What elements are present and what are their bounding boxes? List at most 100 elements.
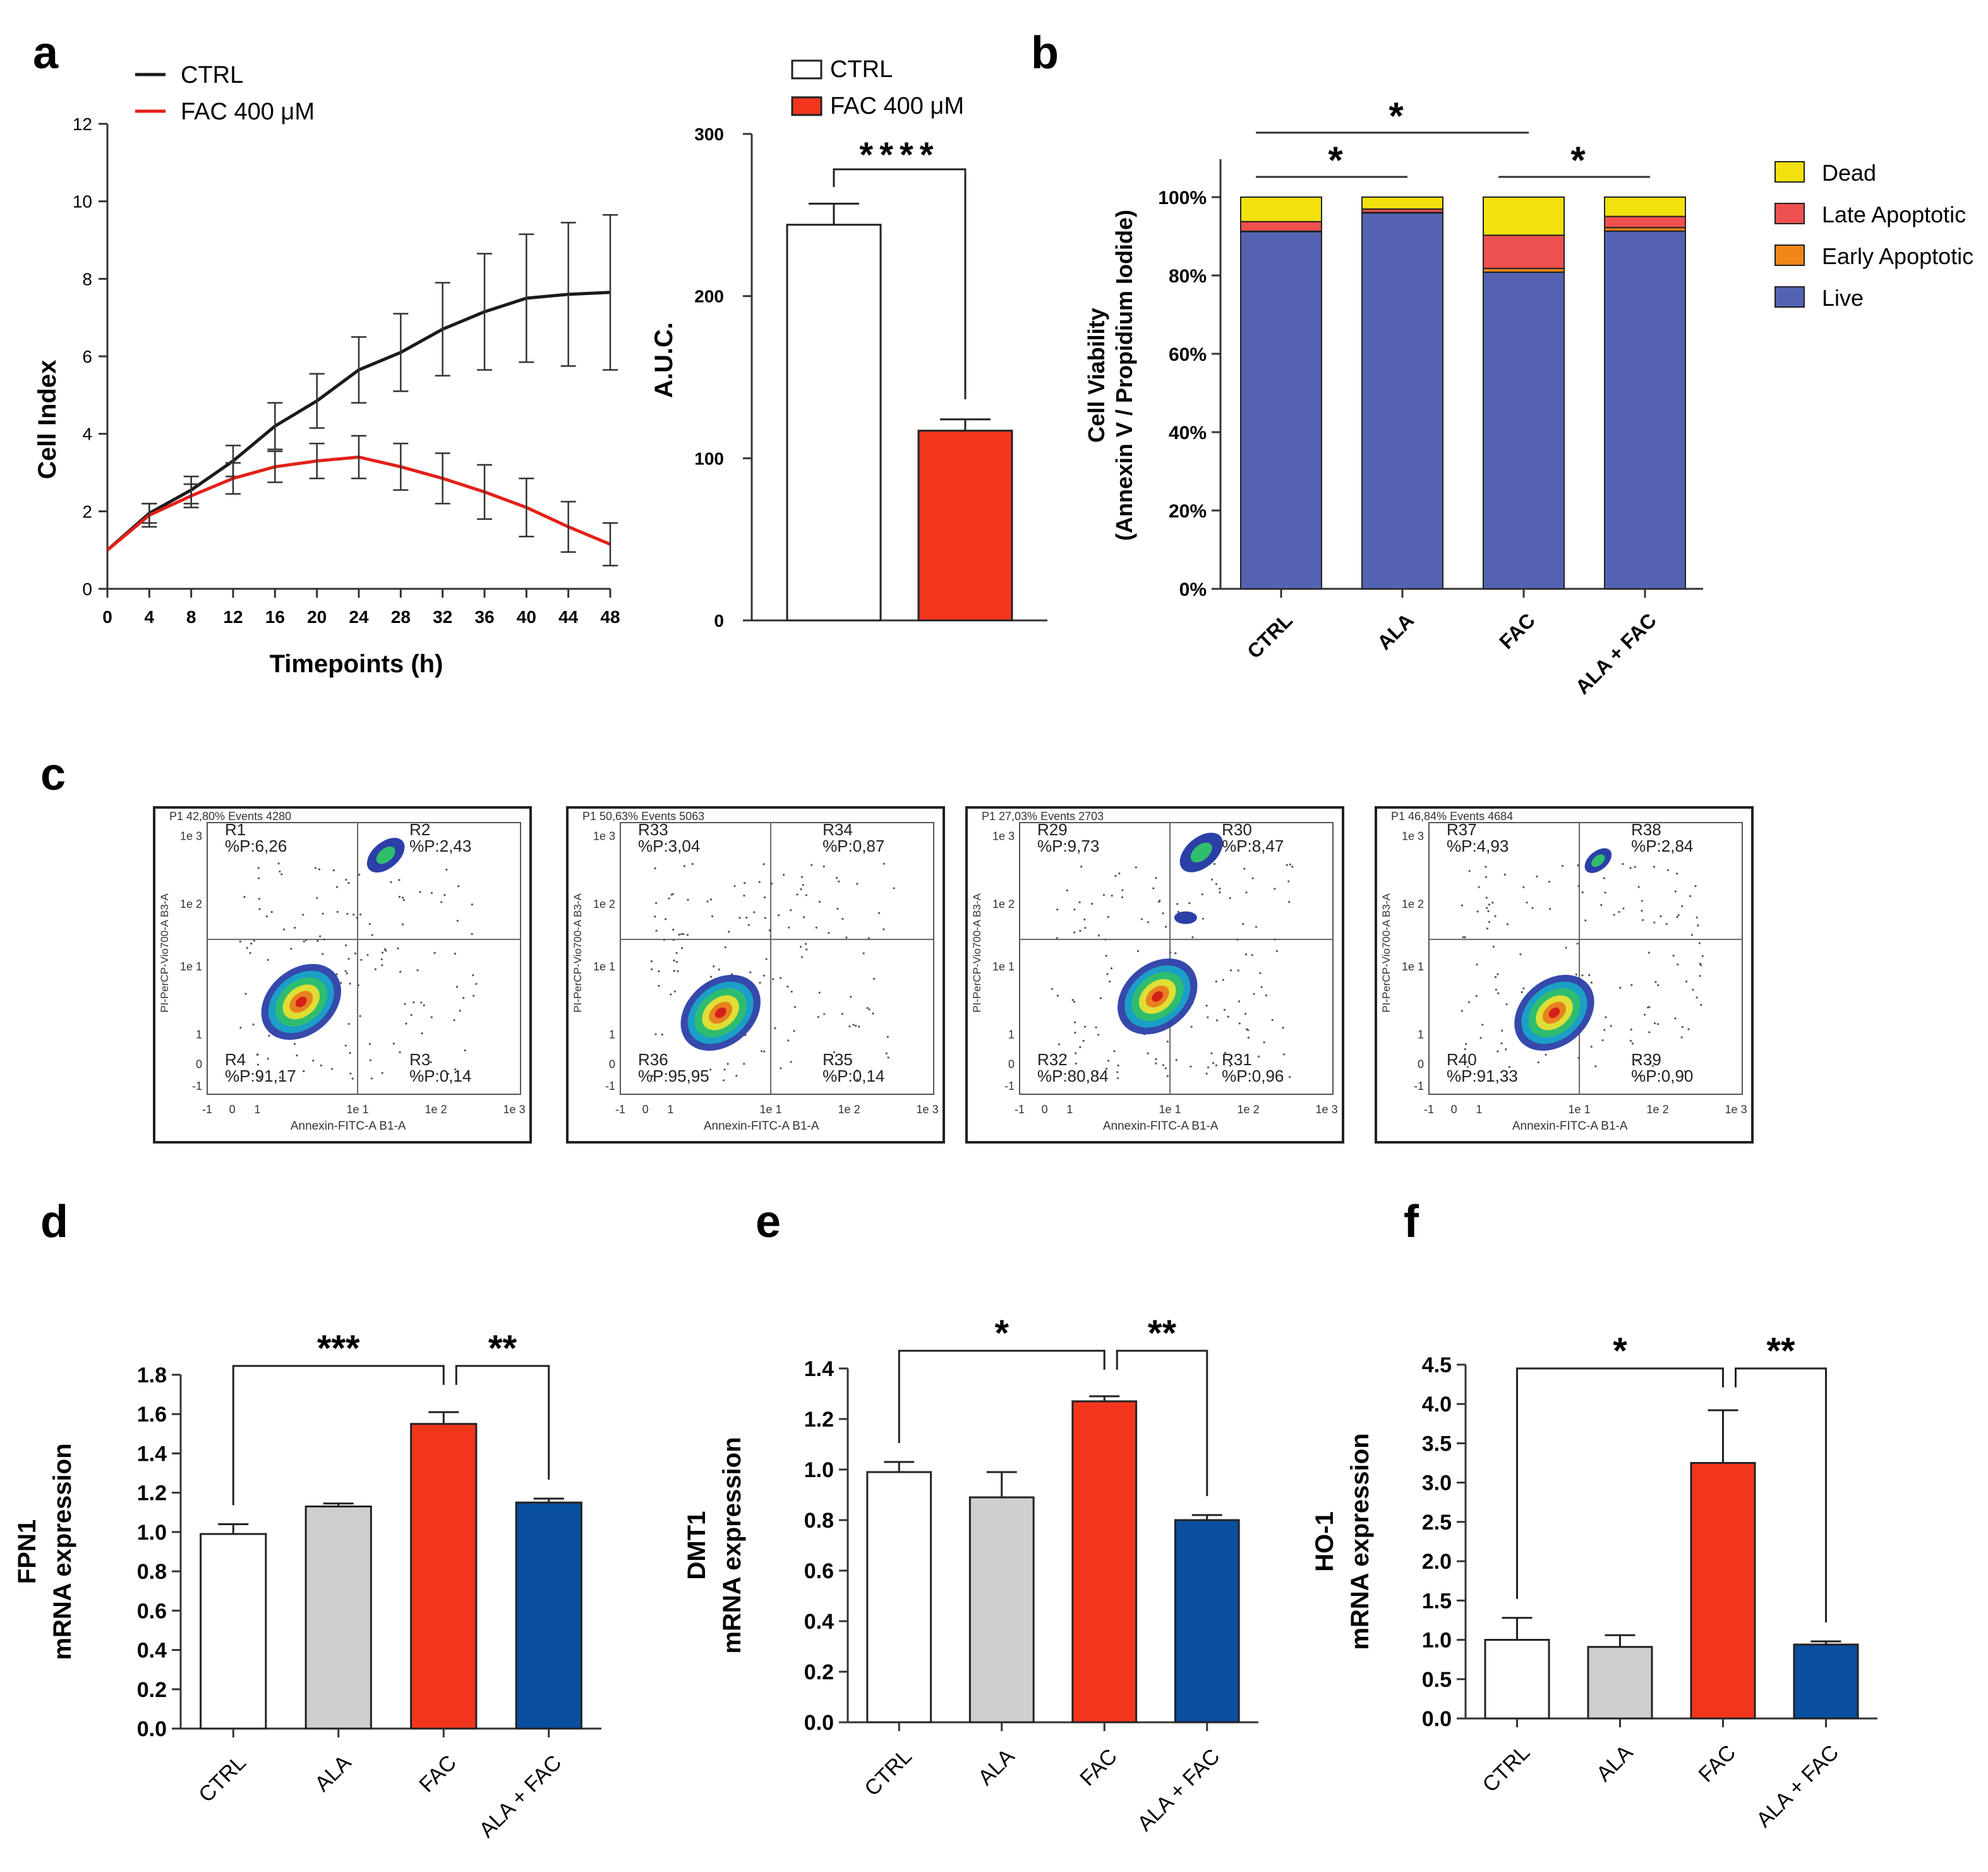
x-tick-label: 40 [517,607,536,627]
bar [304,1505,372,1730]
event-dot [1656,1023,1660,1025]
event-dot [1492,945,1495,948]
viability-stacked-bar-chart: 0% 20% 40% 60% 80% 100% Cell Viability (Annexin… [1083,95,1973,699]
y-axis-title: Cell Index [33,360,61,480]
event-dot [1497,973,1499,975]
bar-segment [1240,196,1322,222]
y-tick-label: 1 [1008,1028,1015,1041]
event-dot [850,996,852,998]
event-dot [743,895,745,897]
x-tick-label: ALA [310,1751,356,1797]
y-tick-label: -1 [1004,1080,1015,1092]
event-dot [280,873,283,876]
event-dot [801,956,804,958]
y-tick-label: 80% [1169,266,1207,287]
event-dot [293,1042,296,1045]
event-dot [1634,866,1636,868]
event-dot [430,1016,433,1018]
event-dot [283,928,286,931]
event-dot [1212,1062,1215,1065]
event-dot [838,880,840,883]
event-dot [397,947,399,950]
event-dot [1632,1063,1635,1066]
event-dot [1247,1029,1250,1032]
event-dot [369,1059,372,1061]
event-dot [1106,973,1109,975]
y-tick-label: 100 [694,449,724,468]
y-tick-label: 1e 3 [992,830,1015,843]
quadrant-percent: %P:95,95 [638,1066,709,1085]
significance-bracket [898,1350,1105,1443]
event-dot [654,867,656,870]
event-dot [1117,1064,1119,1067]
event-dot [314,867,317,869]
event-dot [1258,1055,1260,1058]
event-dot [1152,887,1155,890]
event-dot [1247,1036,1250,1039]
event-dot [404,1003,406,1005]
bar [968,1496,1035,1724]
panel-label-e: e [756,1197,781,1247]
event-dot [761,1050,763,1053]
event-dot [1288,901,1291,903]
event-dot [733,885,736,888]
event-dot [848,1025,851,1028]
x-axis-title: Annexin-FITC-A B1-A [1512,1120,1628,1133]
event-dot [1641,919,1644,921]
event-dot [349,1051,351,1054]
event-dot [381,964,383,967]
event-dot [382,951,384,954]
quadrant-percent: %P:0,14 [822,1066,884,1085]
x-tick-label: 32 [433,607,452,627]
event-dot [1654,981,1657,983]
bar-segment [1483,234,1565,269]
event-dot [1207,1066,1210,1069]
bar [515,1501,582,1730]
event-dot [1641,909,1643,912]
y-tick-label: 0.2 [137,1678,167,1702]
y-tick-label: 1e 3 [593,830,615,843]
event-dot [1685,980,1688,983]
quadrant-percent: %P:6,26 [225,836,287,855]
event-dot [279,870,281,873]
event-dot [1603,877,1606,879]
event-dot [763,974,766,977]
y-tick-label: 6 [82,347,92,366]
event-dot [1689,895,1692,897]
event-dot [1191,936,1194,939]
event-dot [833,1051,835,1053]
event-dot [1590,1046,1593,1048]
event-dot [347,881,350,885]
event-dot [1641,900,1644,902]
y-tick-label: 1.8 [137,1363,167,1387]
event-dot [344,970,347,972]
event-dot [265,915,268,918]
event-dot [1289,863,1291,866]
legend-swatch [791,96,822,116]
x-tick-label: ALA + FAC [474,1751,566,1842]
y-tick-label: 0.4 [804,1610,834,1634]
event-dot [1545,1053,1547,1056]
event-dot [1681,905,1684,907]
event-dot [878,912,881,914]
legend-label: Early Apoptotic [1822,243,1973,269]
event-dot [738,917,741,919]
plot-frame [566,806,945,1144]
x-tick-label: 1e 1 [1159,1103,1181,1116]
x-tick-label: 1e 2 [838,1103,860,1116]
event-dot [853,1076,855,1078]
event-dot [1058,1043,1061,1046]
event-dot [473,994,475,997]
event-dot [1699,975,1701,977]
event-dot [244,993,247,995]
y-tick-label: 1.0 [804,1458,834,1482]
quadrant-percent: %P:9,73 [1037,836,1099,855]
event-dot [303,1070,305,1073]
event-dot [753,911,756,914]
y-tick-label: 10 [73,192,92,212]
event-dot [1622,862,1624,866]
legend-swatch [791,59,822,80]
plot-header: P1 50,63% Events 5063 [582,810,704,823]
bar [1690,1462,1756,1720]
event-dot [1210,1052,1213,1054]
